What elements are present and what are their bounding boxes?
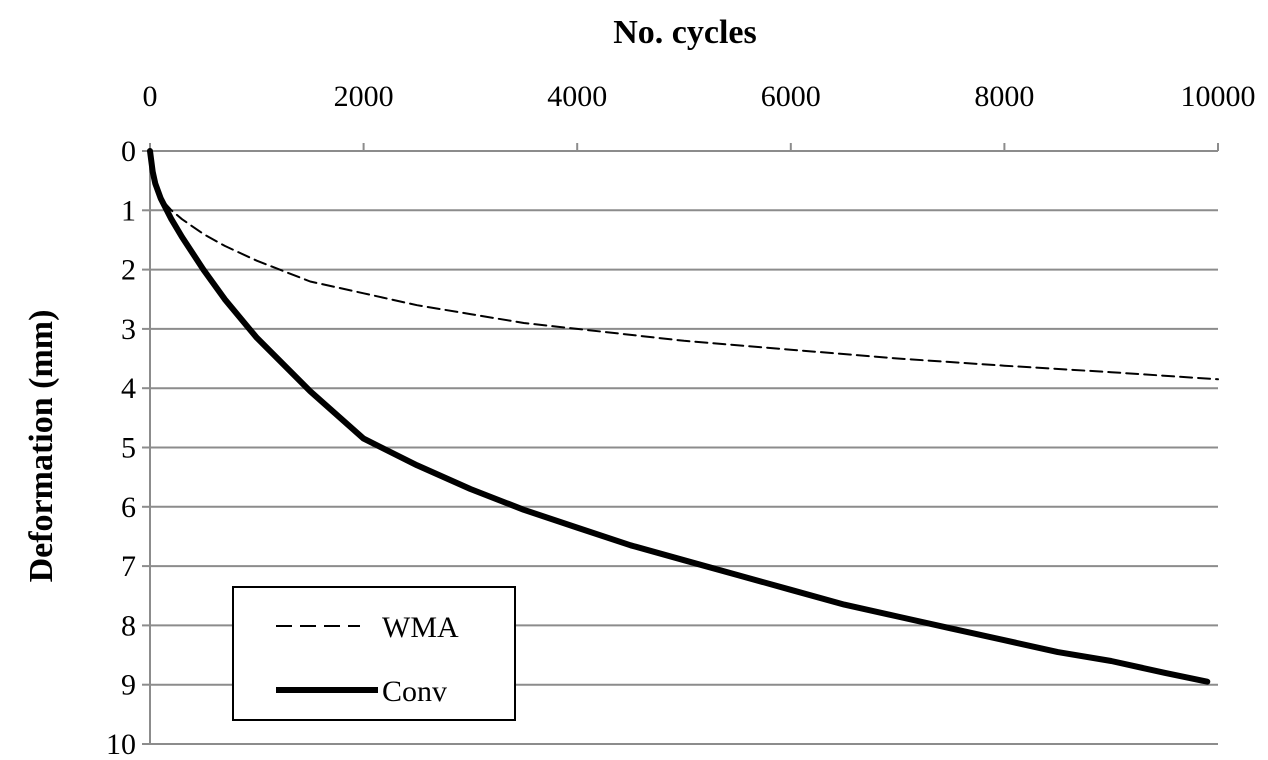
y-tick-label-0: 0 xyxy=(121,135,136,168)
x-tick-labels: 0 2000 4000 6000 8000 10000 xyxy=(143,80,1256,113)
y-tick-label-7: 7 xyxy=(121,550,136,583)
legend: WMA Conv xyxy=(232,586,516,721)
y-tick-label-4: 4 xyxy=(121,372,136,405)
x-axis-title: No. cycles xyxy=(613,14,757,51)
y-tick-label-6: 6 xyxy=(121,491,136,524)
series-line-wma xyxy=(149,150,1219,381)
y-tick-label-1: 1 xyxy=(121,194,136,227)
x-tick-label-8000: 8000 xyxy=(974,80,1034,113)
series-line-conv xyxy=(147,148,1211,685)
y-axis-title: Deformation (mm) xyxy=(23,310,60,583)
y-tick-label-8: 8 xyxy=(121,609,136,642)
y-tick-label-3: 3 xyxy=(121,313,136,346)
y-tick-label-2: 2 xyxy=(121,254,136,287)
x-tick-label-4000: 4000 xyxy=(547,80,607,113)
legend-box xyxy=(232,586,516,721)
x-tick-label-0: 0 xyxy=(143,80,158,113)
x-tick-label-10000: 10000 xyxy=(1181,80,1256,113)
axes xyxy=(142,143,1219,745)
legend-label-conv: Conv xyxy=(382,675,447,708)
y-tick-label-5: 5 xyxy=(121,432,136,465)
x-tick-label-2000: 2000 xyxy=(334,80,394,113)
legend-label-wma: WMA xyxy=(382,611,459,644)
y-tick-label-9: 9 xyxy=(121,669,136,702)
x-tick-label-6000: 6000 xyxy=(761,80,821,113)
gridlines xyxy=(150,209,1218,745)
series-lines xyxy=(147,148,1219,685)
y-tick-label-10: 10 xyxy=(106,728,136,760)
y-tick-labels: 0 1 2 3 4 5 6 7 8 9 10 xyxy=(106,135,136,760)
